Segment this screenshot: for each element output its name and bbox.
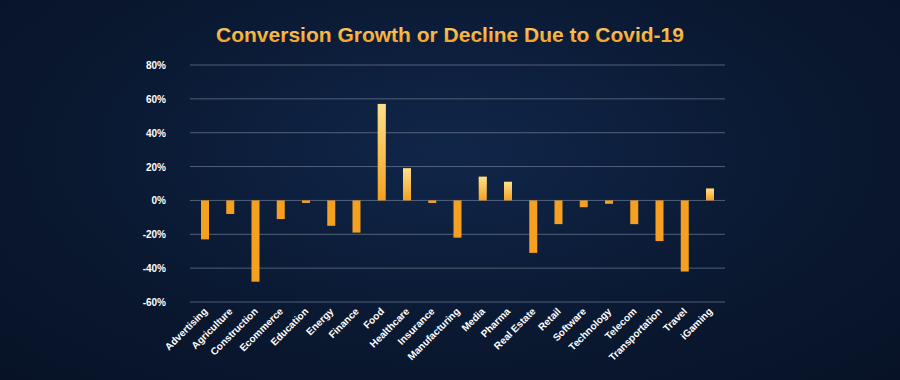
bar xyxy=(226,200,234,214)
title: Conversion Growth or Decline Due to Covi… xyxy=(216,23,684,46)
bar xyxy=(479,177,487,201)
y-tick-label: 60% xyxy=(146,94,166,105)
bar xyxy=(327,200,335,225)
grid-line xyxy=(190,65,725,66)
bar xyxy=(504,182,512,201)
chart: Conversion Growth or Decline Due to Covi… xyxy=(0,0,900,380)
bar xyxy=(428,200,436,203)
grid-line xyxy=(190,132,725,133)
bar xyxy=(353,200,361,232)
y-tick-label: -20% xyxy=(143,229,166,240)
grid-line xyxy=(190,302,725,303)
bar xyxy=(252,200,260,281)
bar xyxy=(555,200,563,224)
bar-shine xyxy=(479,177,487,201)
bar-shine xyxy=(504,182,512,201)
bar xyxy=(605,200,613,203)
bar xyxy=(681,200,689,271)
x-tick-label: Transportation xyxy=(607,306,664,363)
bar xyxy=(277,200,285,219)
bar-shine xyxy=(403,168,411,200)
bar xyxy=(201,200,209,239)
x-tick-label: Education xyxy=(268,306,310,348)
x-tick-label: iGaming xyxy=(678,306,714,342)
y-tick-label: 40% xyxy=(146,128,166,139)
bar xyxy=(630,200,638,224)
y-tick-label: -40% xyxy=(143,263,166,274)
bar xyxy=(656,200,664,241)
bar xyxy=(580,200,588,207)
bar-shine xyxy=(378,104,386,200)
grid-line xyxy=(190,268,725,269)
grid-line xyxy=(190,166,725,167)
y-tick-label: 20% xyxy=(146,162,166,173)
bar xyxy=(302,200,310,203)
bar xyxy=(403,168,411,200)
y-tick-label: -60% xyxy=(143,297,166,308)
x-tick-label: Finance xyxy=(326,305,361,340)
grid-line xyxy=(190,98,725,99)
x-tick-label: Manufacturing xyxy=(405,306,461,362)
bar xyxy=(529,200,537,252)
y-tick-label: 0% xyxy=(152,195,167,206)
bars xyxy=(201,104,714,282)
bar xyxy=(454,200,462,237)
y-tick-label: 80% xyxy=(146,60,166,71)
x-tick-label: Real Estate xyxy=(492,305,538,351)
bar xyxy=(378,104,386,200)
bar xyxy=(706,189,714,201)
bar-shine xyxy=(706,189,714,201)
